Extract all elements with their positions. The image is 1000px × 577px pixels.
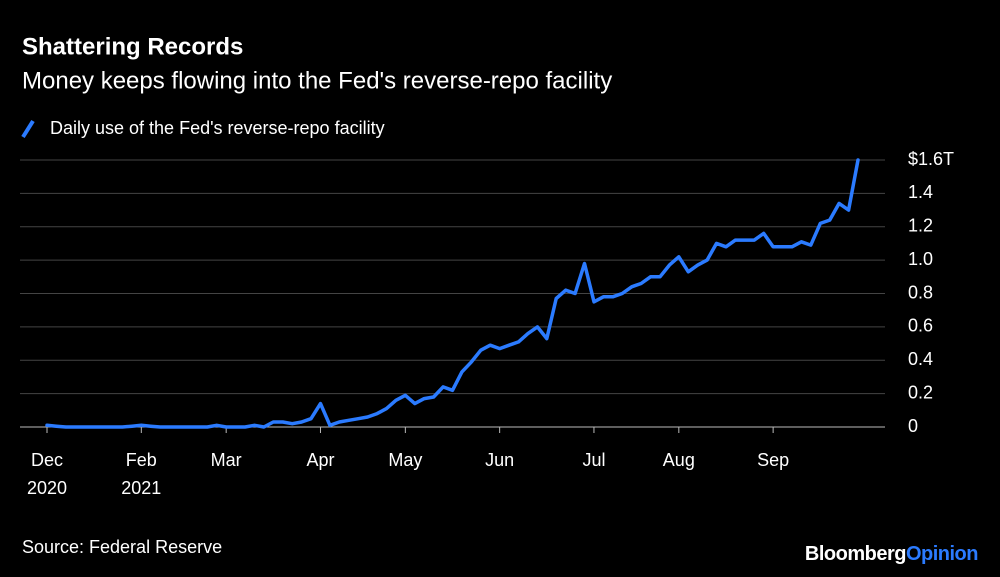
y-tick-label: $1.6T — [908, 149, 954, 169]
y-tick-label: 0.6 — [908, 316, 933, 336]
brand-name: Bloomberg — [805, 543, 906, 565]
x-tick-label: Mar — [210, 450, 242, 470]
y-tick-label: 1.2 — [908, 216, 933, 236]
legend-label: Daily use of the Fed's reverse-repo faci… — [50, 118, 385, 138]
y-tick-label: 0.4 — [908, 349, 933, 369]
source: Source: Federal Reserve — [22, 537, 222, 557]
chart-title: Shattering Records — [22, 33, 243, 60]
y-tick-label: 0 — [908, 416, 918, 436]
x-tick-label: May — [388, 450, 423, 470]
y-tick-label: 0.8 — [908, 282, 933, 302]
x-tick-label: Sep — [757, 450, 790, 470]
x-tick-label: Dec 2020 — [26, 450, 68, 498]
x-tick-label: Feb 2021 — [121, 450, 162, 498]
brand-suffix: Opinion — [906, 543, 978, 565]
y-tick-label: 1.4 — [908, 182, 933, 202]
legend-swatch — [21, 119, 35, 139]
x-tick-label: Aug — [662, 450, 695, 470]
y-tick-label: 1.0 — [908, 249, 933, 269]
brand: BloombergOpinion — [805, 543, 978, 565]
series-line — [45, 158, 860, 429]
chart-subtitle: Money keeps flowing into the Fed's rever… — [22, 67, 612, 94]
x-tick-label: Jun — [485, 450, 515, 470]
y-tick-label: 0.2 — [908, 382, 933, 402]
x-tick-label: Jul — [582, 450, 606, 470]
x-tick-label: Apr — [306, 450, 335, 470]
